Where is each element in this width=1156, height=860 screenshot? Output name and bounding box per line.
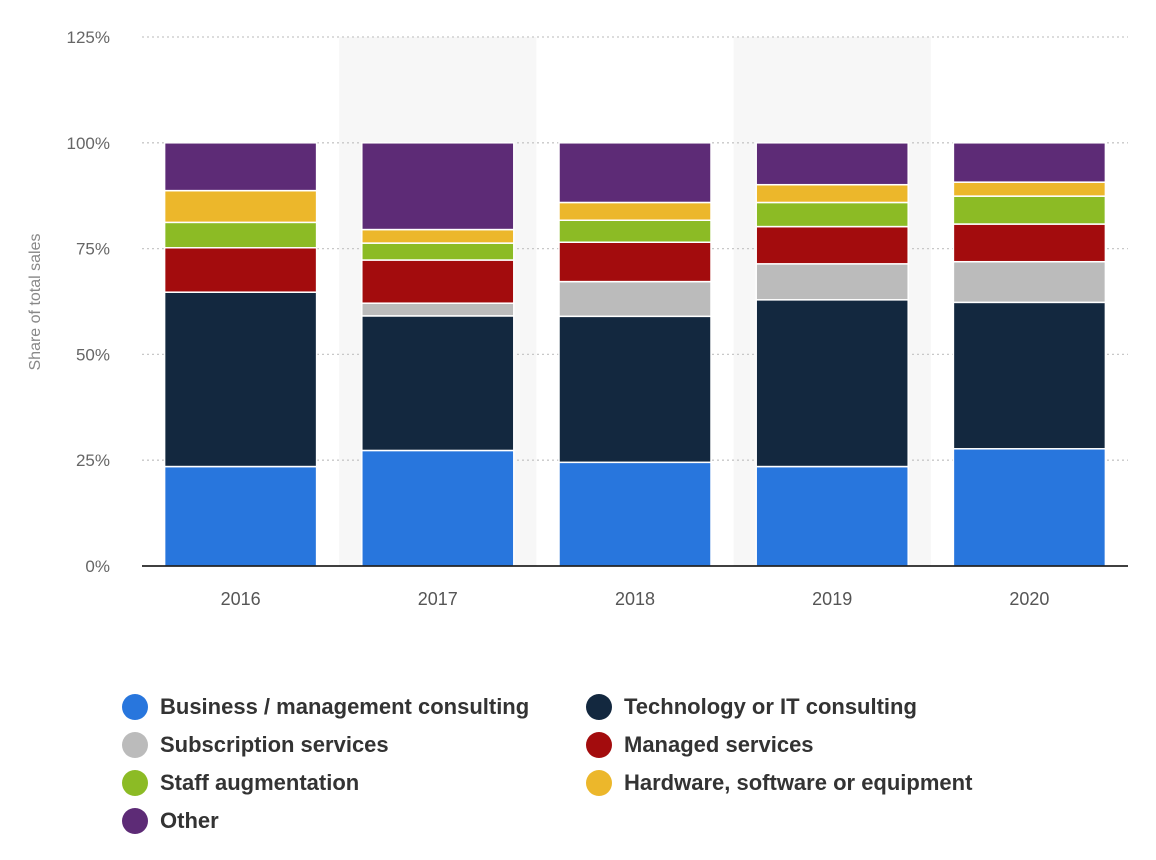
y-tick-label: 100% — [67, 134, 110, 153]
bars — [163, 142, 1107, 567]
bar-segment[interactable] — [163, 221, 318, 249]
legend-item[interactable]: Staff augmentation — [122, 768, 586, 797]
bar-segment[interactable] — [952, 181, 1107, 197]
bar-segment[interactable] — [558, 461, 712, 567]
x-tick-label-2016: 2016 — [221, 589, 261, 609]
bar-segment[interactable] — [755, 183, 909, 204]
legend-item[interactable]: Subscription services — [122, 730, 586, 759]
legend-swatch-icon — [586, 731, 612, 758]
bar-segment[interactable] — [163, 291, 318, 468]
legend-label: Subscription services — [160, 731, 389, 757]
bar-segment[interactable] — [361, 259, 515, 304]
bar-segment[interactable] — [163, 142, 318, 192]
bar-segment[interactable] — [952, 260, 1107, 304]
bar-segment[interactable] — [163, 465, 318, 567]
bar-segment[interactable] — [558, 219, 712, 244]
legend-label: Business / management consulting — [160, 693, 530, 719]
legend-label: Hardware, software or equipment — [624, 769, 973, 795]
bar-segment[interactable] — [755, 263, 909, 301]
y-tick-label: 50% — [76, 345, 110, 364]
bar-segment[interactable] — [952, 195, 1107, 225]
y-axis-title: Share of total sales — [27, 234, 44, 371]
legend-swatch-icon — [586, 693, 612, 720]
bar-segment[interactable] — [755, 201, 909, 228]
x-tick-label-2019: 2019 — [812, 589, 852, 609]
legend-item[interactable]: Managed services — [586, 730, 1086, 759]
legend-swatch-icon — [586, 769, 612, 796]
legend-label: Managed services — [624, 731, 814, 757]
bar-segment[interactable] — [952, 142, 1107, 183]
legend-label: Technology or IT consulting — [624, 693, 917, 719]
bar-segment[interactable] — [558, 315, 712, 464]
y-tick-label: 75% — [76, 240, 110, 259]
bar-segment[interactable] — [163, 247, 318, 293]
bar-segment[interactable] — [755, 299, 909, 468]
x-tick-label-2018: 2018 — [615, 589, 655, 609]
bar-segment[interactable] — [755, 225, 909, 265]
bar-segment[interactable] — [361, 242, 515, 261]
stacked-bar-chart: 0% 25% 50% 75% 100% 125% 2016 2017 2018 2019 2020… — [27, 28, 1128, 609]
bar-segment[interactable] — [558, 142, 712, 204]
y-tick-label: 0% — [85, 557, 110, 576]
bar-segment[interactable] — [952, 223, 1107, 263]
y-tick-label: 25% — [76, 451, 110, 470]
legend-item[interactable]: Hardware, software or equipment — [586, 768, 1086, 797]
bar-segment[interactable] — [558, 201, 712, 221]
legend-swatch-icon — [122, 693, 148, 720]
bar-segment[interactable] — [361, 315, 515, 452]
bar-segment[interactable] — [558, 280, 712, 318]
x-tick-label-2020: 2020 — [1009, 589, 1049, 609]
y-tick-label: 125% — [67, 28, 110, 47]
legend-item[interactable]: Other — [122, 806, 586, 835]
bar-segment[interactable] — [361, 302, 515, 317]
legend-swatch-icon — [122, 731, 148, 758]
bar-segment[interactable] — [952, 301, 1107, 450]
bar-segment[interactable] — [755, 142, 909, 186]
legend: Business / management consulting Technolo… — [122, 692, 1122, 835]
legend-item[interactable]: Technology or IT consulting — [586, 692, 1086, 721]
x-tick-label-2017: 2017 — [418, 589, 458, 609]
bar-segment[interactable] — [755, 465, 909, 567]
legend-swatch-icon — [122, 769, 148, 796]
bar-segment[interactable] — [952, 448, 1107, 567]
legend-item[interactable]: Business / management consulting — [122, 692, 586, 721]
bar-segment[interactable] — [558, 241, 712, 283]
bar-segment[interactable] — [361, 449, 515, 567]
legend-label: Staff augmentation — [160, 769, 360, 795]
axes: 2016 2017 2018 2019 2020 — [142, 565, 1128, 609]
legend-swatch-icon — [122, 807, 148, 834]
bar-segment[interactable] — [163, 189, 318, 224]
bar-segment[interactable] — [361, 228, 515, 244]
bar-segment[interactable] — [361, 142, 515, 231]
legend-label: Other — [160, 807, 219, 833]
